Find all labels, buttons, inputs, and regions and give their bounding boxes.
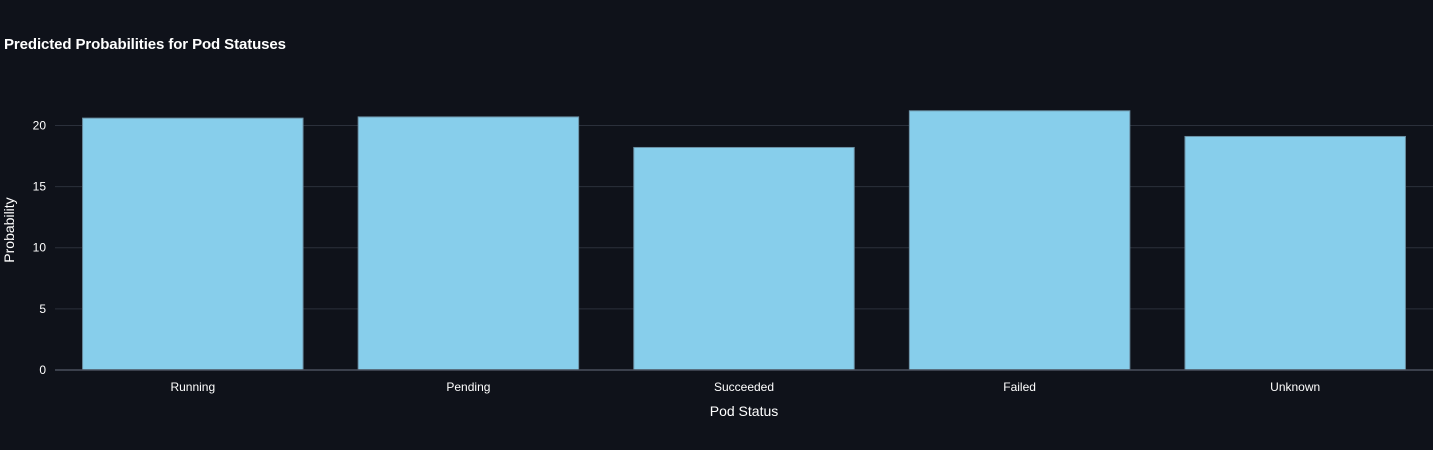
y-axis-title: Probability [1, 197, 17, 262]
bar-unknown [1184, 135, 1406, 371]
bars [82, 110, 1406, 371]
chart-title: Predicted Probabilities for Pod Statuses [4, 36, 286, 53]
y-tick-label: 10 [33, 241, 47, 255]
x-tick-label: Unknown [1270, 380, 1320, 394]
x-tick-label: Pending [446, 380, 490, 394]
x-tick-label: Failed [1003, 380, 1036, 394]
x-tick-label: Succeeded [714, 380, 774, 394]
x-axis-title: Pod Status [710, 403, 779, 419]
y-tick-label: 20 [33, 118, 47, 132]
bar-succeeded [633, 146, 855, 371]
y-tick-label: 15 [33, 180, 47, 194]
bar-pending [357, 116, 580, 371]
bar-running [82, 117, 304, 371]
bar-failed [908, 110, 1131, 371]
tick-labels: 0 5 10 15 20 Running Pending Succeeded Failed Unk… [33, 118, 1321, 394]
x-tick-label: Running [170, 380, 215, 394]
y-tick-label: 5 [39, 302, 46, 316]
y-tick-label: 0 [39, 363, 46, 377]
